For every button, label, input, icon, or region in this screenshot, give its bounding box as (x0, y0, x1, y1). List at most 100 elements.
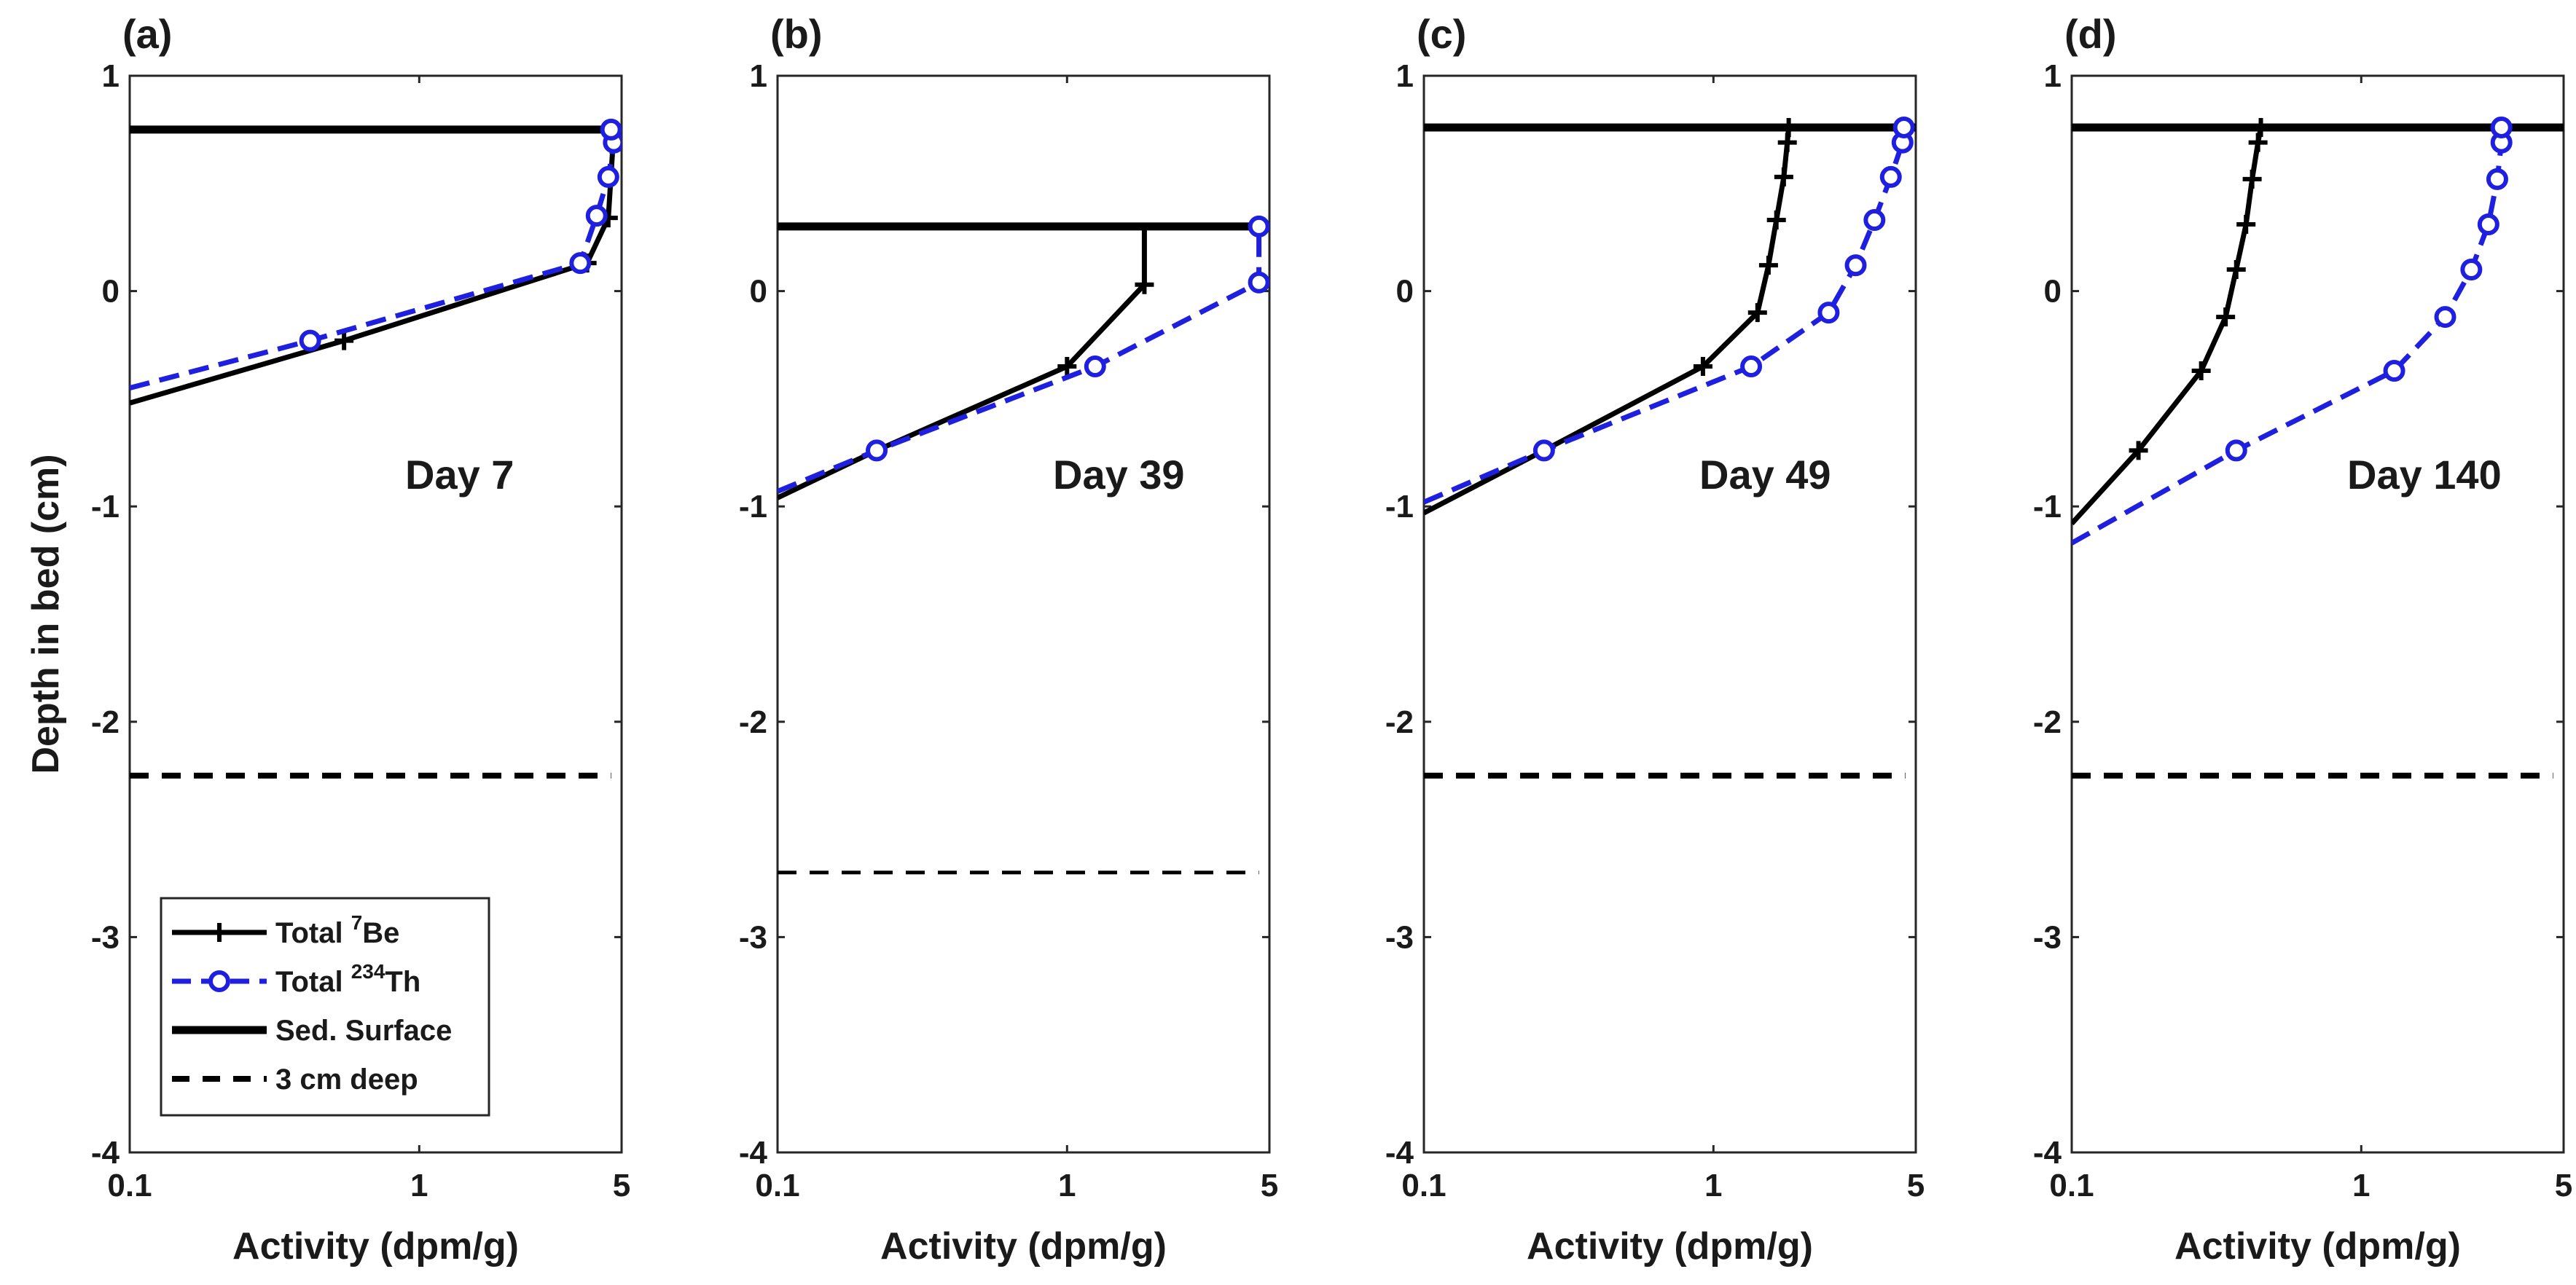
y-tick-label: -2 (2033, 704, 2062, 740)
be7-marker (2226, 260, 2246, 280)
th234-line (778, 226, 1262, 494)
be7-line (2072, 127, 2263, 526)
x-tick-label: 1 (410, 1168, 428, 1203)
legend-marker-th234 (208, 970, 230, 992)
be7-marker (1758, 256, 1778, 275)
y-tick-label: -2 (91, 704, 120, 740)
x-tick-label: 0.1 (2049, 1168, 2094, 1203)
legend-label-prefix: Sed. Surface (275, 1015, 452, 1047)
y-tick-label: -3 (91, 919, 120, 955)
y-tick-label: 1 (2044, 58, 2062, 94)
legend-label-deep: 3 cm deep (275, 1064, 418, 1096)
legend-marker-be7 (210, 923, 229, 942)
be7-marker (1057, 357, 1077, 377)
x-axis-label: Activity (dpm/g) (232, 1225, 519, 1268)
be7-marker (1766, 211, 1786, 230)
be7-marker (2236, 214, 2256, 234)
x-tick-label: 5 (613, 1168, 630, 1203)
th234-marker (299, 329, 321, 352)
th234-line (130, 129, 616, 390)
th234-marker (1084, 355, 1106, 378)
th234-marker (1740, 355, 1763, 378)
panel-label: (b) (770, 11, 823, 57)
panel-c: 1 0 -1 -2 -3 -40.1 1 5 Activity (dpm/g) (c) Day 49 (1385, 11, 1925, 1268)
be7-marker (2191, 361, 2211, 380)
y-tick-label: -4 (739, 1135, 768, 1171)
axes-box (1422, 74, 1917, 1154)
legend-label-prefix: Total (275, 917, 351, 949)
y-tick-label: 0 (2044, 274, 2062, 310)
legend-label-suffix: Be (362, 917, 399, 949)
x-axis-label: Activity (dpm/g) (1527, 1225, 1813, 1268)
be7-marker (2248, 133, 2268, 152)
th234-marker (1248, 271, 1269, 294)
legend-label-be7: Total 7Be (275, 911, 399, 949)
axes-box (2070, 74, 2565, 1154)
day-annotation: Day 39 (1053, 452, 1185, 498)
legend-label-th234: Total 234Th (275, 960, 420, 998)
be7-marker (1747, 303, 1767, 323)
be7-marker (2216, 307, 2236, 327)
day-annotation: Day 7 (405, 452, 514, 498)
th234-marker (1817, 302, 1840, 324)
x-tick-label: 0.1 (1401, 1168, 1446, 1203)
legend-label-suffix: Th (385, 966, 420, 998)
x-tick-label: 1 (2352, 1168, 2370, 1203)
panel-label: (c) (1417, 11, 1466, 57)
be7-line (130, 126, 618, 406)
y-tick-label: -4 (91, 1135, 120, 1171)
axes-box (128, 74, 623, 1154)
panel-b: 1 0 -1 -2 -3 -40.1 1 5 Activity (dpm/g) (b) Day 39 (739, 11, 1278, 1268)
legend-label-sup: 234 (351, 960, 385, 983)
th234-marker (585, 205, 608, 227)
be7-marker (2129, 441, 2148, 460)
y-tick-label: -2 (739, 704, 767, 740)
be7-marker (334, 331, 354, 350)
y-tick-label: 0 (102, 274, 120, 310)
th234-marker (2486, 168, 2508, 190)
y-tick-label: -1 (2033, 489, 2062, 524)
be7-marker (1779, 117, 1798, 137)
legend-label-sup: 7 (351, 911, 363, 934)
x-tick-label: 1 (1058, 1168, 1076, 1203)
x-tick-label: 5 (2555, 1168, 2572, 1203)
panel-label: (d) (2064, 11, 2117, 57)
be7-marker (1693, 357, 1712, 377)
x-tick-label: 0.1 (107, 1168, 152, 1203)
th234-marker (2225, 439, 2247, 462)
th234-marker (2490, 116, 2513, 138)
legend-label-prefix: 3 cm deep (275, 1064, 418, 1096)
x-axis-label: Activity (dpm/g) (880, 1225, 1167, 1268)
x-tick-label: 5 (1907, 1168, 1925, 1203)
y-tick-label: -3 (739, 919, 767, 955)
data-layer (1424, 116, 1916, 779)
y-tick-label: -3 (2033, 919, 2062, 955)
th234-marker (2477, 213, 2499, 235)
legend-label-surface: Sed. Surface (275, 1015, 452, 1047)
y-tick-label: 0 (750, 274, 767, 310)
y-tick-label: -2 (1385, 704, 1414, 740)
th234-marker (1248, 215, 1269, 237)
th234-marker (569, 252, 592, 275)
th234-marker (1879, 165, 1902, 188)
panel-d: 1 0 -1 -2 -3 -40.1 1 5 Activity (dpm/g) (d) Day 14… (2033, 11, 2572, 1268)
be7-marker (1135, 275, 1154, 294)
y-tick-label: 0 (1396, 274, 1414, 310)
y-axis-label: Depth in bed (cm) (25, 454, 67, 774)
x-tick-label: 0.1 (755, 1168, 799, 1203)
th234-marker (2434, 306, 2456, 329)
data-layer (2072, 116, 2564, 779)
data-layer (778, 215, 1269, 875)
y-tick-label: 1 (750, 58, 767, 94)
be7-marker (2251, 117, 2271, 137)
th234-marker (2460, 259, 2483, 281)
y-tick-label: -3 (1385, 919, 1414, 955)
y-tick-label: -4 (1385, 1135, 1414, 1171)
day-annotation: Day 140 (2347, 452, 2502, 498)
y-tick-label: -1 (91, 489, 120, 524)
y-tick-label: -1 (739, 489, 767, 524)
x-axis-label: Activity (dpm/g) (2174, 1225, 2461, 1268)
